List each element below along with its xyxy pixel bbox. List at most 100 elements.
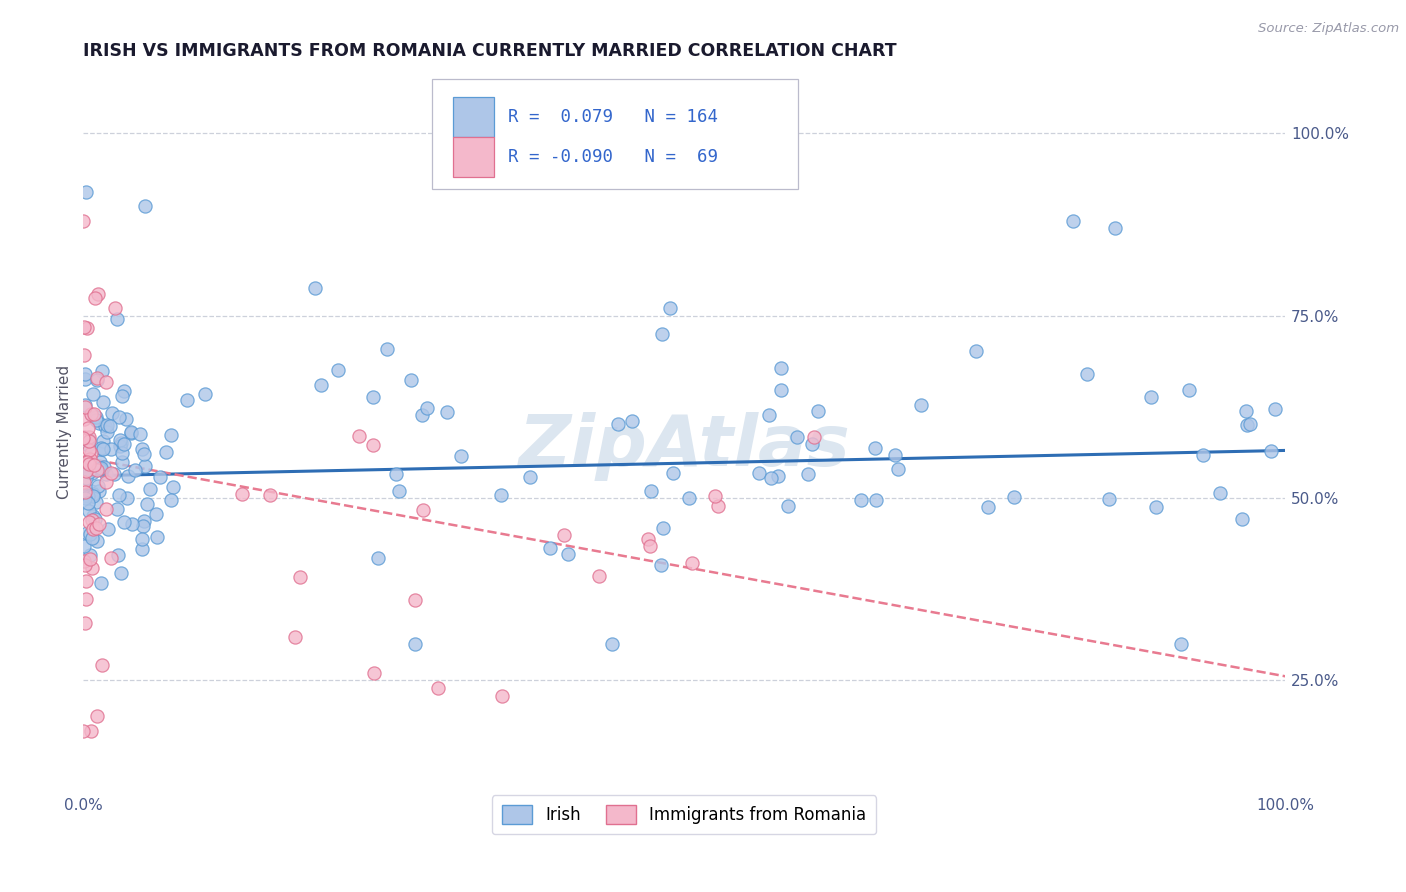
Point xyxy=(134,199,156,213)
Point xyxy=(76,455,98,469)
Point xyxy=(1097,491,1119,506)
Point xyxy=(1178,383,1201,397)
Point xyxy=(404,592,426,607)
Point xyxy=(108,410,131,425)
Point xyxy=(90,575,112,590)
Point xyxy=(83,512,105,526)
Point xyxy=(83,458,105,472)
Y-axis label: Currently Married: Currently Married xyxy=(58,365,72,500)
Point xyxy=(159,493,181,508)
Point xyxy=(73,398,96,412)
Point xyxy=(94,419,117,434)
Point xyxy=(73,431,96,445)
Point xyxy=(72,458,94,472)
Point xyxy=(98,418,121,433)
Point xyxy=(100,442,122,457)
Point xyxy=(96,467,118,482)
Point xyxy=(73,372,96,386)
Point xyxy=(73,320,96,334)
Point xyxy=(136,497,159,511)
Point xyxy=(72,347,94,361)
Point xyxy=(97,522,120,536)
FancyBboxPatch shape xyxy=(454,96,495,136)
Point xyxy=(77,452,100,467)
Point xyxy=(84,521,107,535)
Point xyxy=(87,417,110,431)
Point xyxy=(82,489,104,503)
Point xyxy=(94,375,117,389)
Point xyxy=(79,526,101,541)
Point xyxy=(111,446,134,460)
Point xyxy=(82,513,104,527)
Point xyxy=(259,488,281,502)
Point xyxy=(86,709,108,723)
Point xyxy=(131,541,153,556)
Point xyxy=(79,515,101,529)
Point xyxy=(91,434,114,448)
Point xyxy=(87,286,110,301)
Point xyxy=(110,439,132,453)
Point xyxy=(80,466,103,480)
Point xyxy=(111,455,134,469)
Point xyxy=(79,552,101,566)
Point xyxy=(75,574,97,588)
Point xyxy=(89,461,111,475)
Point xyxy=(146,530,169,544)
Point xyxy=(86,534,108,549)
Point xyxy=(1192,448,1215,462)
Point xyxy=(86,413,108,427)
Point xyxy=(100,406,122,420)
Point xyxy=(103,467,125,481)
Point xyxy=(865,492,887,507)
Point xyxy=(863,441,886,455)
Point xyxy=(94,475,117,489)
Point xyxy=(76,489,98,503)
Point xyxy=(73,491,96,505)
Point xyxy=(77,433,100,447)
Point xyxy=(72,462,94,476)
Point xyxy=(491,689,513,703)
Point xyxy=(75,367,97,381)
Text: R =  0.079   N = 164: R = 0.079 N = 164 xyxy=(508,108,717,126)
Point xyxy=(72,554,94,568)
Point xyxy=(290,570,312,584)
Point xyxy=(73,539,96,553)
Point xyxy=(600,636,623,650)
Point xyxy=(1062,214,1084,228)
Point xyxy=(388,484,411,499)
Point xyxy=(75,592,97,607)
Legend: Irish, Immigrants from Romania: Irish, Immigrants from Romania xyxy=(492,795,876,834)
Point xyxy=(79,451,101,466)
Point xyxy=(132,447,155,461)
Point xyxy=(883,448,905,462)
Point xyxy=(75,616,97,631)
Point xyxy=(82,522,104,536)
Point xyxy=(76,320,98,334)
Point xyxy=(770,383,793,397)
Point xyxy=(89,455,111,469)
Point xyxy=(100,551,122,566)
Point xyxy=(304,281,326,295)
Point xyxy=(638,539,661,553)
Point xyxy=(75,484,97,499)
Point xyxy=(411,408,433,422)
Point xyxy=(120,425,142,440)
Point xyxy=(82,409,104,423)
Point xyxy=(1104,221,1126,235)
Point xyxy=(83,407,105,421)
Point xyxy=(96,418,118,433)
Point xyxy=(75,400,97,414)
Point xyxy=(79,407,101,421)
Point xyxy=(77,504,100,518)
Point xyxy=(110,435,132,450)
Point xyxy=(176,392,198,407)
Point xyxy=(77,442,100,457)
Point xyxy=(79,548,101,562)
Point xyxy=(748,466,770,480)
Point xyxy=(807,404,830,418)
Point xyxy=(284,630,307,644)
Point xyxy=(162,480,184,494)
Point xyxy=(766,468,789,483)
Point xyxy=(82,508,104,523)
Point xyxy=(94,502,117,516)
